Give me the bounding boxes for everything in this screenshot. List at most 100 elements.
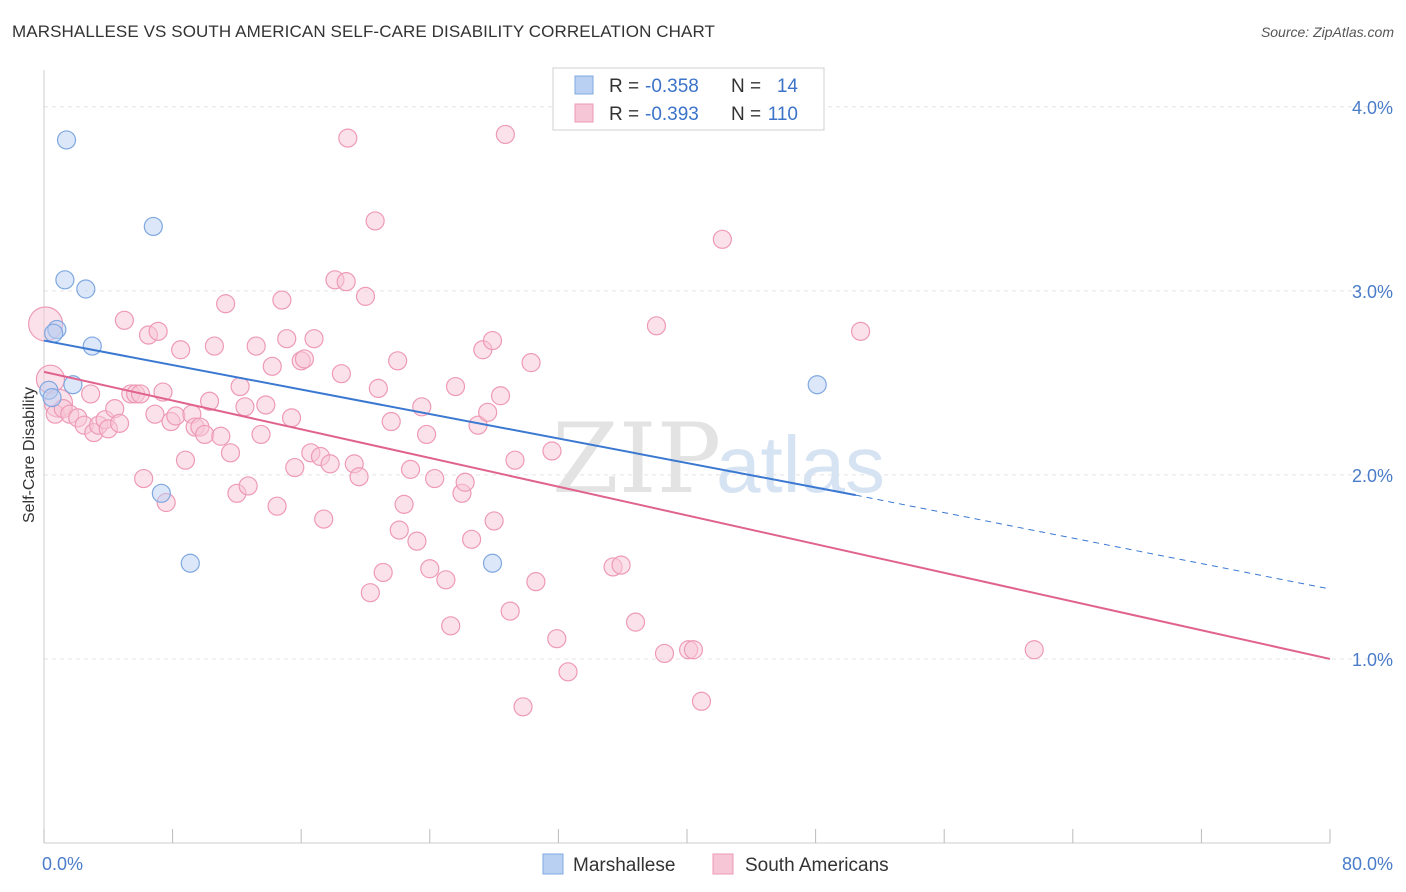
south-american-point xyxy=(256,395,276,415)
south-american-point xyxy=(851,321,871,341)
south-american-point xyxy=(204,336,224,356)
south-american-point xyxy=(381,411,401,432)
south-american-point xyxy=(416,424,437,445)
south-american-point xyxy=(109,413,130,433)
axes: 1.0% 2.0% 3.0% 4.0% 0.0% 80.0% xyxy=(42,70,1393,874)
south-american-point xyxy=(285,457,305,478)
source-label: Source: ZipAtlas.com xyxy=(1260,24,1394,40)
south-american-point xyxy=(368,378,388,399)
south-american-point xyxy=(272,290,292,310)
south-american-point xyxy=(235,397,255,417)
y-tick-label: 3.0% xyxy=(1352,282,1393,302)
legend-box: R = -0.358 N = 14 R = -0.393 N = 110 xyxy=(552,67,825,131)
marshallese-point xyxy=(482,553,503,573)
south-american-point xyxy=(484,511,504,531)
south-american-point xyxy=(281,408,302,428)
south-american-point xyxy=(331,364,351,384)
south-american-point xyxy=(495,124,515,145)
legend-frame xyxy=(552,67,825,131)
marshallese-point xyxy=(151,483,171,503)
south-american-point xyxy=(625,612,646,632)
south-american-point xyxy=(436,570,456,590)
south-american-point xyxy=(558,662,578,682)
south-american-point xyxy=(262,356,282,376)
legend-n-value-1: 110 xyxy=(768,104,798,125)
south-american-point xyxy=(246,336,266,356)
south-american-point xyxy=(145,404,165,424)
data-points xyxy=(28,124,1044,717)
south-american-trend-line xyxy=(43,370,1331,660)
south-american-point xyxy=(388,351,408,371)
south-american-point xyxy=(425,468,445,489)
y-tick-label: 2.0% xyxy=(1352,466,1393,486)
south-american-point xyxy=(1024,640,1044,660)
marshallese-point xyxy=(82,336,102,356)
legend-r-value-0: -0.358 xyxy=(645,76,699,97)
south-american-point xyxy=(420,559,440,579)
south-american-point xyxy=(277,329,297,349)
legend-n-value-0: 14 xyxy=(777,76,799,97)
watermark-zip: ZIP xyxy=(552,403,721,515)
marshallese-trend-extension xyxy=(855,494,1331,590)
south-american-point xyxy=(482,330,503,351)
marshallese-point xyxy=(143,216,163,237)
bottom-legend-swatch-marshallese xyxy=(542,853,564,875)
south-american-point xyxy=(691,691,712,711)
marshallese-point xyxy=(807,375,827,395)
legend-r-value-1: -0.393 xyxy=(645,104,699,125)
south-american-point xyxy=(389,520,409,540)
south-american-point xyxy=(365,211,385,231)
bottom-legend-swatch-south-americans xyxy=(712,853,734,875)
south-american-point xyxy=(114,310,134,330)
south-american-point xyxy=(445,376,466,397)
south-american-point xyxy=(171,340,191,360)
x-tick-label: 80.0% xyxy=(1342,854,1393,874)
south-american-point xyxy=(251,424,271,445)
south-american-point xyxy=(478,402,498,422)
south-american-point xyxy=(505,450,525,470)
marshallese-point xyxy=(55,270,75,290)
south-american-point xyxy=(400,459,421,479)
south-american-point xyxy=(238,476,258,496)
south-american-point xyxy=(195,424,215,445)
south-american-point xyxy=(542,441,562,461)
trend-lines xyxy=(43,339,1331,660)
south-american-point xyxy=(360,583,380,603)
y-tick-label: 1.0% xyxy=(1352,650,1393,670)
south-american-point xyxy=(81,384,101,404)
south-american-point xyxy=(267,496,287,516)
south-american-point xyxy=(355,286,376,306)
chart-title: MARSHALLESE VS SOUTH AMERICAN SELF-CARE … xyxy=(12,22,716,41)
marshallese-point xyxy=(44,323,64,343)
legend-n-label-0: N = xyxy=(731,76,761,97)
x-tick-label: 0.0% xyxy=(42,854,83,874)
south-american-point xyxy=(220,443,241,463)
south-american-point xyxy=(513,697,533,717)
south-american-point xyxy=(338,128,358,148)
legend-r-label-1: R = xyxy=(609,104,639,125)
south-american-point xyxy=(441,616,461,636)
south-american-point xyxy=(216,294,236,314)
south-american-point xyxy=(547,629,567,649)
y-tick-label: 4.0% xyxy=(1352,98,1393,118)
south-american-point xyxy=(175,450,196,470)
south-american-point xyxy=(166,406,186,426)
south-american-point xyxy=(211,426,231,446)
south-american-point xyxy=(199,391,220,411)
marshallese-point xyxy=(56,130,77,150)
south-american-point xyxy=(336,272,356,292)
legend-n-label-1: N = xyxy=(731,104,761,125)
south-american-point xyxy=(349,467,369,487)
legend-r-label-0: R = xyxy=(609,76,639,97)
south-american-point xyxy=(646,316,667,336)
south-american-point xyxy=(455,472,475,492)
south-american-point xyxy=(712,229,732,249)
y-axis-label: Self-Care Disability xyxy=(21,387,38,523)
south-american-point xyxy=(654,643,675,664)
legend-swatch-south-americans xyxy=(574,103,594,123)
bottom-legend-marshallese: Marshallese xyxy=(573,855,675,876)
legend-swatch-marshallese xyxy=(574,75,594,95)
watermark: ZIP atlas xyxy=(552,403,885,515)
south-american-point xyxy=(490,386,511,406)
